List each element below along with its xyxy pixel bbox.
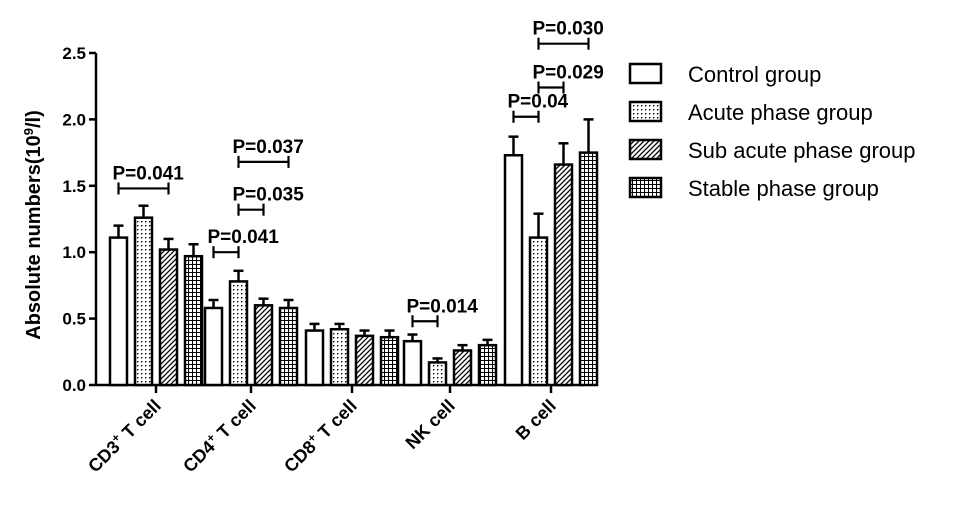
bar xyxy=(578,151,599,387)
bar xyxy=(228,280,249,387)
y-tick-label: 2.0 xyxy=(62,110,86,129)
x-tick-label: CD3+ T cell xyxy=(83,394,165,476)
y-axis-label-sup: 9 xyxy=(21,128,36,135)
bar xyxy=(304,329,325,387)
bar xyxy=(402,339,423,387)
bar xyxy=(158,248,179,387)
p-value-label: P=0.029 xyxy=(533,63,604,84)
y-tick-label: 0.0 xyxy=(62,376,86,395)
x-tick-label: CD4+ T cell xyxy=(178,394,260,476)
bar xyxy=(528,236,549,387)
p-value-label: P=0.04 xyxy=(508,92,569,113)
p-value-label: P=0.014 xyxy=(407,296,479,317)
legend-swatch xyxy=(628,62,663,85)
p-value-label: P=0.041 xyxy=(208,227,280,248)
bar xyxy=(503,154,524,387)
x-tick-label-main: B cell xyxy=(512,396,560,444)
x-tick-label-tail: T cell xyxy=(210,396,260,446)
bar xyxy=(553,163,574,387)
p-value-label: P=0.041 xyxy=(113,163,185,184)
bar xyxy=(329,327,350,387)
y-axis-label-group: Absolute numbers(109/l) xyxy=(21,110,46,340)
p-value-label: P=0.030 xyxy=(533,19,604,40)
y-tick-label: 1.0 xyxy=(62,243,86,262)
bar xyxy=(203,306,224,387)
bar xyxy=(452,349,473,387)
legend-swatch xyxy=(628,176,663,199)
bar xyxy=(133,216,154,387)
y-tick-label: 1.5 xyxy=(62,177,86,196)
x-tick-label-tail: T cell xyxy=(115,396,165,446)
p-value-label: P=0.037 xyxy=(233,137,304,158)
p-value-label: P=0.035 xyxy=(233,185,305,206)
bar xyxy=(108,236,129,387)
legend-swatch xyxy=(628,100,663,123)
bar xyxy=(183,254,204,387)
bars xyxy=(108,118,599,387)
x-tick-label: CD8+ T cell xyxy=(279,394,361,476)
legend-label: Control group xyxy=(688,62,821,87)
annotations: P=0.041 P=0.041 P=0.035 P=0.037 P=0.014 P=0.0… xyxy=(113,19,604,328)
legend-swatch xyxy=(628,138,663,161)
x-tick-label: B cell xyxy=(512,396,560,444)
bar xyxy=(253,304,274,387)
bar xyxy=(477,343,498,387)
x-tick-label: NK cell xyxy=(402,396,459,453)
legend-label: Stable phase group xyxy=(688,176,879,201)
legend-label: Sub acute phase group xyxy=(688,138,916,163)
y-axis-label-tail: /l) xyxy=(23,110,45,128)
legend: Control group Acute phase group Sub acute … xyxy=(628,62,916,201)
y-tick-label: 0.5 xyxy=(62,310,86,329)
y-tick-label: 2.5 xyxy=(62,44,86,63)
y-axis-label-main: Absolute numbers(10 xyxy=(23,135,45,339)
bar xyxy=(379,335,400,387)
legend-label: Acute phase group xyxy=(688,100,873,125)
bar xyxy=(278,306,299,387)
bar xyxy=(427,361,448,387)
bar xyxy=(354,334,375,387)
x-tick-label-tail: T cell xyxy=(311,396,361,446)
x-tick-label-main: NK cell xyxy=(402,396,459,453)
y-axis-label: Absolute numbers(109/l) xyxy=(21,110,46,340)
